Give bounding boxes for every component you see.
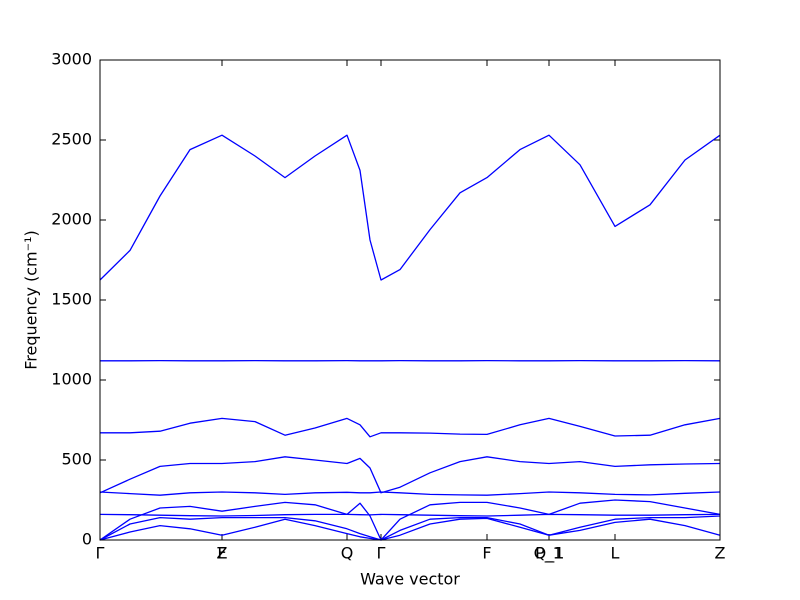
- band-line: [99, 456, 721, 494]
- x-tick-label: P_1: [535, 544, 563, 564]
- y-tick-label: 500: [61, 450, 92, 469]
- x-tick-label: F: [482, 544, 491, 563]
- y-tick-label: 1000: [51, 370, 92, 389]
- x-tick-label: F: [217, 544, 226, 563]
- band-line: [99, 517, 721, 541]
- y-tick-label: 2500: [51, 130, 92, 149]
- plot-frame: [99, 59, 721, 541]
- band-line: [99, 134, 721, 281]
- x-tick-label: L: [611, 544, 620, 563]
- band-line: [99, 513, 721, 517]
- x-tick-label: Z: [217, 544, 228, 563]
- y-tick-label: 0: [82, 530, 92, 549]
- band-line: [99, 515, 721, 541]
- band-line: [100, 417, 721, 438]
- x-tick-label: Γ: [377, 544, 386, 563]
- x-tick-label: Z: [715, 544, 726, 563]
- y-tick-label: 2000: [51, 210, 92, 229]
- x-tick-label: Q: [341, 544, 354, 563]
- band-line: [99, 499, 721, 541]
- x-tick-label: Q_1: [534, 544, 565, 564]
- x-tick-label: Γ: [96, 544, 105, 563]
- y-tick-label: 3000: [51, 50, 92, 69]
- x-axis-label: Wave vector: [360, 570, 460, 589]
- y-tick-label: 1500: [51, 290, 92, 309]
- band-line: [99, 491, 721, 496]
- y-axis-label: Frequency (cm⁻¹): [22, 230, 41, 369]
